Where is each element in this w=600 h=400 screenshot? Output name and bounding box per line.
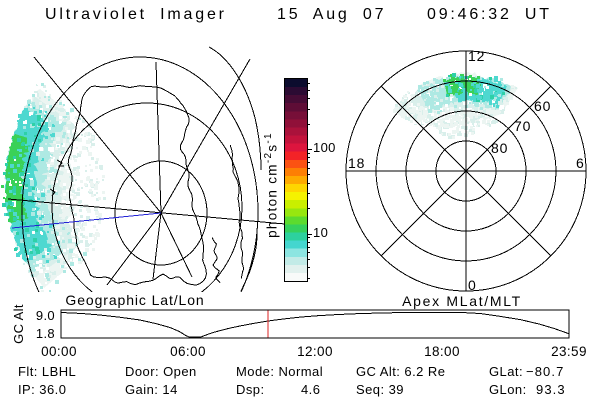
mlat-label-70: 70	[514, 118, 531, 134]
telemetry-flt: Flt: LBHL	[18, 364, 77, 379]
geo-meridian	[106, 212, 162, 286]
telemetry-mode: Mode: Normal	[236, 364, 324, 379]
xtick-0600: 06:00	[170, 344, 206, 359]
geo-meridian	[152, 212, 162, 280]
polar-grid	[345, 50, 587, 292]
colorbar-tick-label-10: 10	[313, 224, 329, 240]
gc-alt-curve	[60, 311, 569, 338]
telemetry-glon-value: 93.3	[536, 382, 566, 397]
apex-polar-panel: 12 18 6 0 60 70 80	[345, 48, 587, 293]
mlat-label-60: 60	[534, 98, 551, 114]
geo-meridian	[7, 198, 286, 225]
geo-grid	[7, 46, 286, 292]
mlt-label-6: 6	[576, 155, 585, 171]
xtick-2359: 23:59	[551, 344, 587, 359]
aurora-patch	[393, 85, 514, 139]
colorbar-tick	[307, 182, 310, 184]
terminator-line	[11, 212, 162, 229]
gc-alt-axis-label: GC Alt	[11, 304, 26, 344]
polar-labels: 12 18 6 0 60 70 80	[348, 48, 585, 293]
colorbar-tick	[307, 277, 310, 279]
colorbar-tick	[307, 233, 312, 235]
mlt-label-18: 18	[348, 155, 365, 171]
geo-meridian	[160, 58, 251, 214]
mlt-label-12: 12	[468, 48, 485, 64]
colorbar-tick	[307, 208, 310, 210]
geo-lat-circle-80s	[114, 160, 208, 266]
colorbar-tick	[307, 167, 310, 169]
colorbar-tick-label-100: 100	[313, 140, 336, 155]
aurora-patch	[418, 78, 510, 114]
aurora-patch	[445, 76, 503, 108]
apex-panel-caption: Apex MLat/MLT	[402, 293, 522, 309]
instrument-title: Ultraviolet Imager	[45, 6, 227, 23]
xtick-1200: 12:00	[297, 344, 333, 359]
geographic-map-panel	[1, 46, 286, 292]
colorbar-tick	[307, 267, 310, 269]
geographic-panel-caption: Geographic Lat/Lon	[65, 292, 205, 308]
geo-aurora-crescent	[1, 82, 106, 292]
xtick-0000: 00:00	[41, 344, 77, 359]
colorbar-axis-label: photon cm-2s-1	[263, 132, 280, 238]
telemetry-dsp-label: Dsp:	[236, 382, 265, 397]
aurora-patch	[13, 83, 87, 292]
colorbar-tick	[307, 193, 310, 195]
date-label: 15 Aug 07	[277, 6, 387, 23]
aurora-patch	[30, 94, 105, 292]
gc-alt-strip-chart	[60, 309, 570, 339]
aurora-patch	[446, 73, 505, 102]
geo-meridian	[155, 61, 162, 214]
telemetry-glon-label: GLon:	[489, 382, 527, 397]
colorbar-tick	[307, 83, 310, 85]
telemetry-glat-label: GLat:	[489, 364, 524, 379]
geo-coastline	[49, 85, 245, 286]
aurora-patch	[4, 104, 60, 263]
geo-meridian	[33, 56, 162, 214]
colorbar-tick	[307, 98, 310, 100]
colorbar-tick	[307, 149, 312, 150]
ytick-9: 9.0	[35, 307, 55, 323]
geo-lat-arc-50s-upper	[208, 46, 262, 171]
time-label: 09:46:32 UT	[427, 6, 552, 23]
colorbar-tick	[307, 241, 310, 243]
telemetry-gc-alt: GC Alt: 6.2 Re	[356, 364, 446, 379]
colorbar-tick	[307, 252, 310, 254]
telemetry-ip: IP: 36.0	[18, 382, 67, 397]
geo-lat-circle-60s	[21, 56, 259, 292]
telemetry-glat-value: −80.7	[526, 364, 565, 379]
geo-meridian	[160, 212, 193, 278]
aurora-patch	[1, 135, 27, 222]
geo-lat-circle-70s	[51, 102, 243, 292]
colorbar-tick	[307, 246, 310, 248]
mlt-spoke-diagonal	[380, 85, 552, 257]
colorbar-tick	[307, 108, 310, 110]
telemetry-dsp-value: 4.6	[301, 382, 321, 397]
colorbar-tick	[307, 123, 310, 125]
ytick-1-8: 1.8	[35, 325, 55, 341]
telemetry-seq: Seq: 39	[356, 382, 404, 397]
colorbar-tick	[307, 258, 310, 260]
aurora-patch	[3, 82, 84, 287]
xtick-1800: 18:00	[424, 344, 460, 359]
colorbar-tick	[307, 162, 310, 164]
colorbar-tick	[307, 237, 310, 239]
strip-chart-frame	[60, 309, 570, 339]
telemetry-gain: Gain: 14	[125, 382, 178, 397]
telemetry-door: Door: Open	[125, 364, 197, 379]
colorbar-tick	[307, 89, 310, 91]
colorbar-tick	[307, 152, 310, 154]
aurora-patch	[443, 74, 481, 93]
mlt-label-0: 0	[468, 277, 477, 293]
geo-lat-arc-50s-lower	[240, 227, 258, 292]
colorbar-tick	[307, 174, 310, 176]
mlat-label-80: 80	[491, 140, 508, 156]
colorbar-tick	[307, 157, 310, 159]
colorbar	[284, 78, 308, 282]
